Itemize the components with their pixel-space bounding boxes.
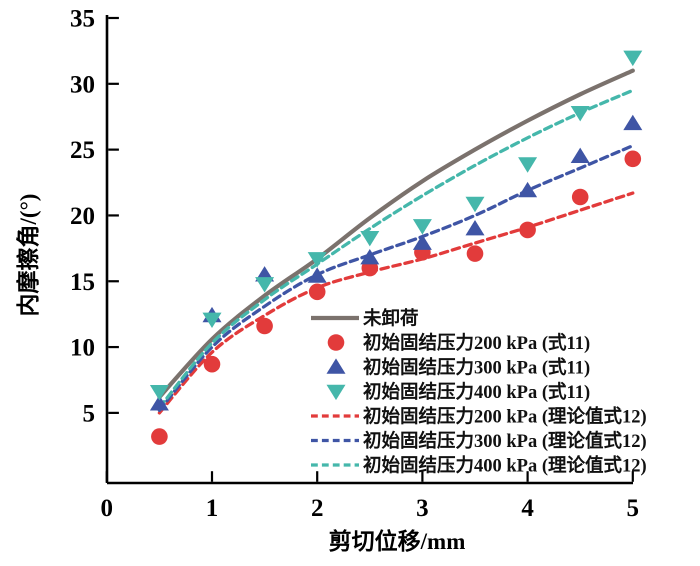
marker-triangle-down [149,385,169,401]
marker-circle [256,317,273,335]
legend-sample-marker [326,358,346,374]
legend-item: 初始固结压力400 kPa (式11) [326,381,590,403]
theory-200kpa-eq12 [157,191,635,415]
marker-triangle-down [518,157,538,173]
legend-item: 初始固结压力200 kPa (理论值式12) [311,406,647,428]
legend-label: 初始固结压力300 kPa (式11) [363,357,590,379]
legend-label: 初始固结压力200 kPa (理论值式12) [363,406,647,428]
y-tick-label: 25 [70,137,95,164]
y-tick-label: 10 [70,335,95,362]
legend-sample-marker [327,334,345,351]
marker-triangle-up [623,114,643,131]
marker-triangle-down [412,219,432,235]
marker-triangle-up [149,395,169,411]
legend-label: 初始固结压力300 kPa (理论值式12) [363,430,647,452]
x-tick-label: 2 [311,495,324,522]
y-tick-label: 35 [70,5,95,32]
marker-triangle-up [307,267,327,283]
marker-triangle-down [570,105,590,122]
marker-circle [308,283,326,301]
theory-400kpa-eq12 [157,88,635,410]
y-tick-label: 30 [70,71,95,98]
marker-circle [203,355,221,373]
unloaded-curve [157,68,635,400]
marker-triangle-up [570,147,590,164]
legend-item: 未卸荷 [311,308,419,330]
legend-label: 未卸荷 [362,308,419,330]
marker-triangle-up [518,181,538,198]
marker-triangle-down [623,50,643,67]
legend-marker-circle [327,334,345,351]
legend-label: 初始固结压力400 kPa (式11) [363,381,590,403]
y-tick-label: 20 [70,203,95,230]
marker-circle [151,428,168,445]
series-layer [149,50,643,445]
marker-triangle-down [360,231,380,247]
legend-marker-triangle-up [326,358,346,374]
legend-sample-marker [326,384,346,401]
marker-triangle-down [307,252,327,268]
x-axis-title: 剪切位移/mm [329,528,466,554]
y-axis-title: 内摩擦角/(°) [15,194,41,317]
theory-300kpa-eq12 [157,144,635,412]
legend-item: 初始固结压力200 kPa (式11) [327,332,590,354]
marker-circle [519,221,536,239]
legend-item: 初始固结压力300 kPa (式11) [326,357,590,379]
legend-item: 初始固结压力400 kPa (理论值式12) [311,455,647,477]
legend-item: 初始固结压力300 kPa (理论值式12) [311,430,647,452]
marker-circle [466,245,484,262]
x-tick-label: 4 [521,495,534,522]
x-tick-label: 1 [206,495,219,522]
x-tick-label: 3 [416,495,429,522]
marker-circle [571,188,589,206]
legend-label: 初始固结压力400 kPa (理论值式12) [363,455,647,477]
marker-triangle-up [465,220,485,236]
marker-triangle-down [465,196,485,213]
x-tick-label: 0 [101,495,114,522]
marker-triangle-up [412,234,432,250]
legend-label: 初始固结压力200 kPa (式11) [363,332,590,354]
scatter-400kpa-eq11 [149,50,643,401]
y-tick-label: 15 [70,269,95,296]
x-tick-label: 5 [627,495,640,522]
marker-triangle-up [360,248,380,265]
marker-circle [624,150,642,168]
axes-layer: 0 1 2 3 4 5 5 10 15 20 25 30 35 [70,5,639,522]
y-tick-label: 5 [83,400,96,427]
marker-triangle-down [255,277,275,293]
axes-spines [105,15,633,485]
marker-triangle-down [202,312,222,329]
legend-marker-triangle-down [326,384,346,401]
